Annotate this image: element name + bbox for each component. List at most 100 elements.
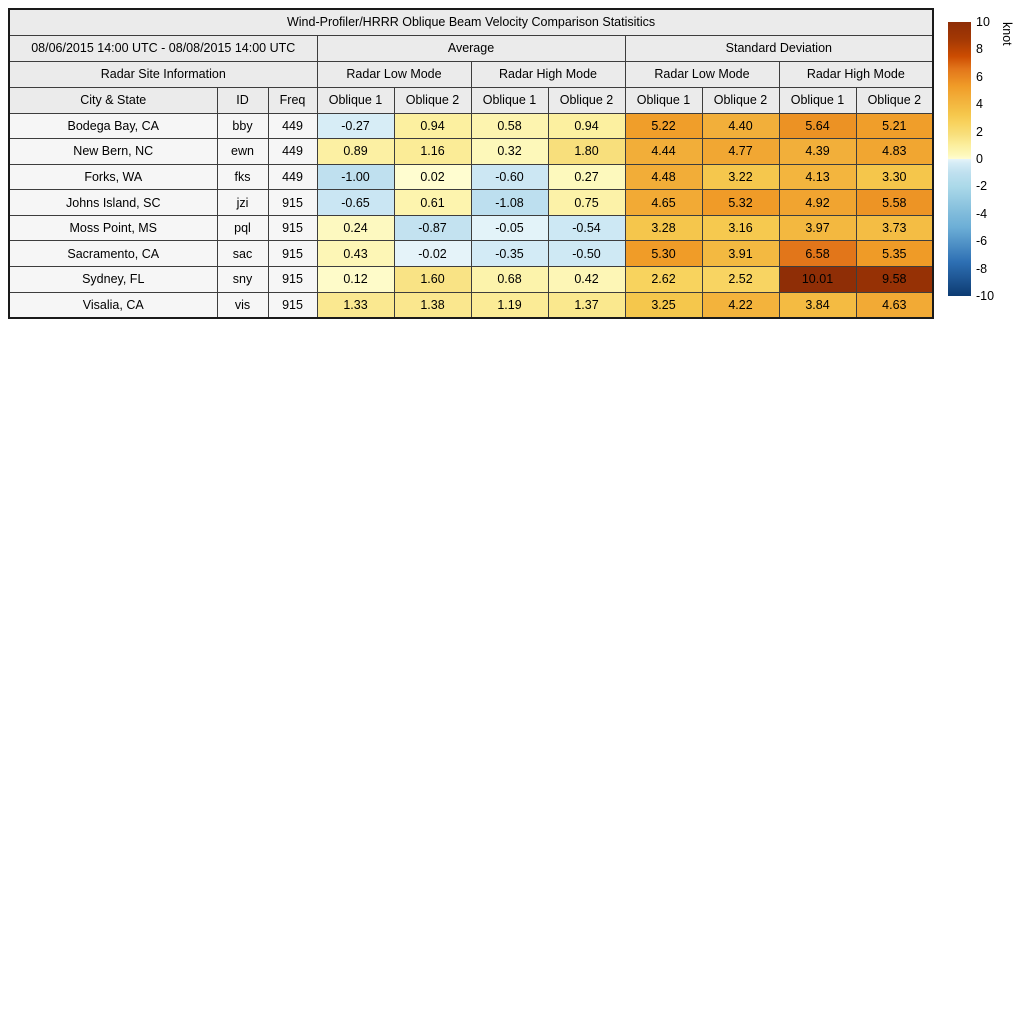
id-cell: jzi	[216, 189, 269, 216]
city-cell: Bodega Bay, CA	[8, 112, 218, 140]
column-header-oblique: Oblique 1	[470, 86, 549, 114]
value-cell: 0.68	[470, 266, 549, 293]
city-cell: Forks, WA	[8, 163, 218, 191]
value-cell: 5.22	[624, 112, 703, 140]
colorbar-unit-label: knot	[1000, 22, 1014, 46]
value-cell: 1.37	[547, 291, 626, 319]
colorbar-tick-label: 8	[976, 42, 983, 57]
column-header-id: ID	[216, 86, 269, 114]
table-body: Bodega Bay, CA bby 449 -0.27 0.94 0.58 0.94 5.2…	[8, 112, 934, 319]
column-header-oblique: Oblique 2	[547, 86, 626, 114]
value-cell: -0.02	[393, 240, 472, 268]
value-cell: 2.52	[701, 266, 780, 293]
value-cell: 0.32	[470, 138, 549, 165]
value-cell: 1.38	[393, 291, 472, 319]
freq-cell: 915	[267, 266, 318, 293]
value-cell: 1.16	[393, 138, 472, 165]
colorbar-tick-label: -8	[976, 261, 988, 276]
freq-cell: 915	[267, 240, 318, 268]
mode-average-high: Radar High Mode	[470, 60, 626, 88]
value-cell: 5.58	[855, 189, 934, 216]
city-cell: Johns Island, SC	[8, 189, 218, 216]
value-cell: 4.65	[624, 189, 703, 216]
group-row: 08/06/2015 14:00 UTC - 08/08/2015 14:00 …	[8, 34, 934, 62]
id-cell: fks	[216, 163, 269, 191]
value-cell: 0.24	[316, 214, 395, 242]
value-cell: 0.58	[470, 112, 549, 140]
value-cell: 0.94	[393, 112, 472, 140]
value-cell: 3.25	[624, 291, 703, 319]
value-cell: 3.28	[624, 214, 703, 242]
value-cell: 0.42	[547, 266, 626, 293]
city-cell: Sydney, FL	[8, 266, 218, 293]
colorbar-tick-label: -10	[976, 288, 995, 303]
colorbar: 10 8 6 4 2 0 -2 -4 -6 -8 -10 knot	[948, 16, 1024, 302]
table-row: Bodega Bay, CA bby 449 -0.27 0.94 0.58 0.94 5.2…	[8, 112, 934, 140]
value-cell: 4.92	[778, 189, 857, 216]
value-cell: 4.44	[624, 138, 703, 165]
colorbar-tick-label: -4	[976, 206, 988, 221]
date-range: 08/06/2015 14:00 UTC - 08/08/2015 14:00 …	[8, 34, 318, 62]
value-cell: -0.05	[470, 214, 549, 242]
group-site-info: Radar Site Information	[8, 60, 318, 88]
value-cell: -1.00	[316, 163, 395, 191]
freq-cell: 915	[267, 214, 318, 242]
column-header-row: City & State ID Freq Oblique 1 Oblique 2…	[8, 86, 934, 114]
mode-row: Radar Site Information Radar Low Mode Ra…	[8, 60, 934, 88]
value-cell: -0.35	[470, 240, 549, 268]
value-cell: 1.19	[470, 291, 549, 319]
mode-std-high: Radar High Mode	[778, 60, 934, 88]
table-row: Forks, WA fks 449 -1.00 0.02 -0.60 0.27 4.48 3.2…	[8, 163, 934, 191]
value-cell: 0.02	[393, 163, 472, 191]
column-header-oblique: Oblique 1	[778, 86, 857, 114]
value-cell: 3.73	[855, 214, 934, 242]
freq-cell: 915	[267, 291, 318, 319]
column-header-oblique: Oblique 1	[624, 86, 703, 114]
value-cell: 0.43	[316, 240, 395, 268]
table-row: Sydney, FL sny 915 0.12 1.60 0.68 0.42 2.62 2.52…	[8, 266, 934, 293]
value-cell: 1.33	[316, 291, 395, 319]
colorbar-tick-label: -2	[976, 179, 988, 194]
colorbar-tick-label: 4	[976, 96, 983, 111]
value-cell: 2.62	[624, 266, 703, 293]
value-cell: -0.27	[316, 112, 395, 140]
value-cell: 4.22	[701, 291, 780, 319]
value-cell: 6.58	[778, 240, 857, 268]
id-cell: sny	[216, 266, 269, 293]
value-cell: -0.65	[316, 189, 395, 216]
mode-average-low: Radar Low Mode	[316, 60, 472, 88]
value-cell: 4.83	[855, 138, 934, 165]
value-cell: 0.12	[316, 266, 395, 293]
value-cell: 3.16	[701, 214, 780, 242]
column-header-freq: Freq	[267, 86, 318, 114]
column-header-oblique: Oblique 2	[855, 86, 934, 114]
id-cell: sac	[216, 240, 269, 268]
value-cell: 3.22	[701, 163, 780, 191]
freq-cell: 449	[267, 112, 318, 140]
value-cell: 0.75	[547, 189, 626, 216]
value-cell: 5.30	[624, 240, 703, 268]
column-header-city: City & State	[8, 86, 218, 114]
group-standard-deviation: Standard Deviation	[624, 34, 934, 62]
colorbar-tick-label: -6	[976, 233, 988, 248]
value-cell: 3.30	[855, 163, 934, 191]
freq-cell: 449	[267, 163, 318, 191]
value-cell: 4.48	[624, 163, 703, 191]
city-cell: Moss Point, MS	[8, 214, 218, 242]
value-cell: 5.21	[855, 112, 934, 140]
value-cell: 1.80	[547, 138, 626, 165]
value-cell: 4.40	[701, 112, 780, 140]
table-row: Johns Island, SC jzi 915 -0.65 0.61 -1.08 0.75…	[8, 189, 934, 216]
city-cell: Sacramento, CA	[8, 240, 218, 268]
value-cell: -0.87	[393, 214, 472, 242]
mode-std-low: Radar Low Mode	[624, 60, 780, 88]
value-cell: 10.01	[778, 266, 857, 293]
value-cell: 3.84	[778, 291, 857, 319]
value-cell: 0.94	[547, 112, 626, 140]
value-cell: 0.89	[316, 138, 395, 165]
value-cell: 0.61	[393, 189, 472, 216]
value-cell: 5.35	[855, 240, 934, 268]
colorbar-tick-label: 6	[976, 69, 983, 84]
value-cell: -0.60	[470, 163, 549, 191]
id-cell: bby	[216, 112, 269, 140]
